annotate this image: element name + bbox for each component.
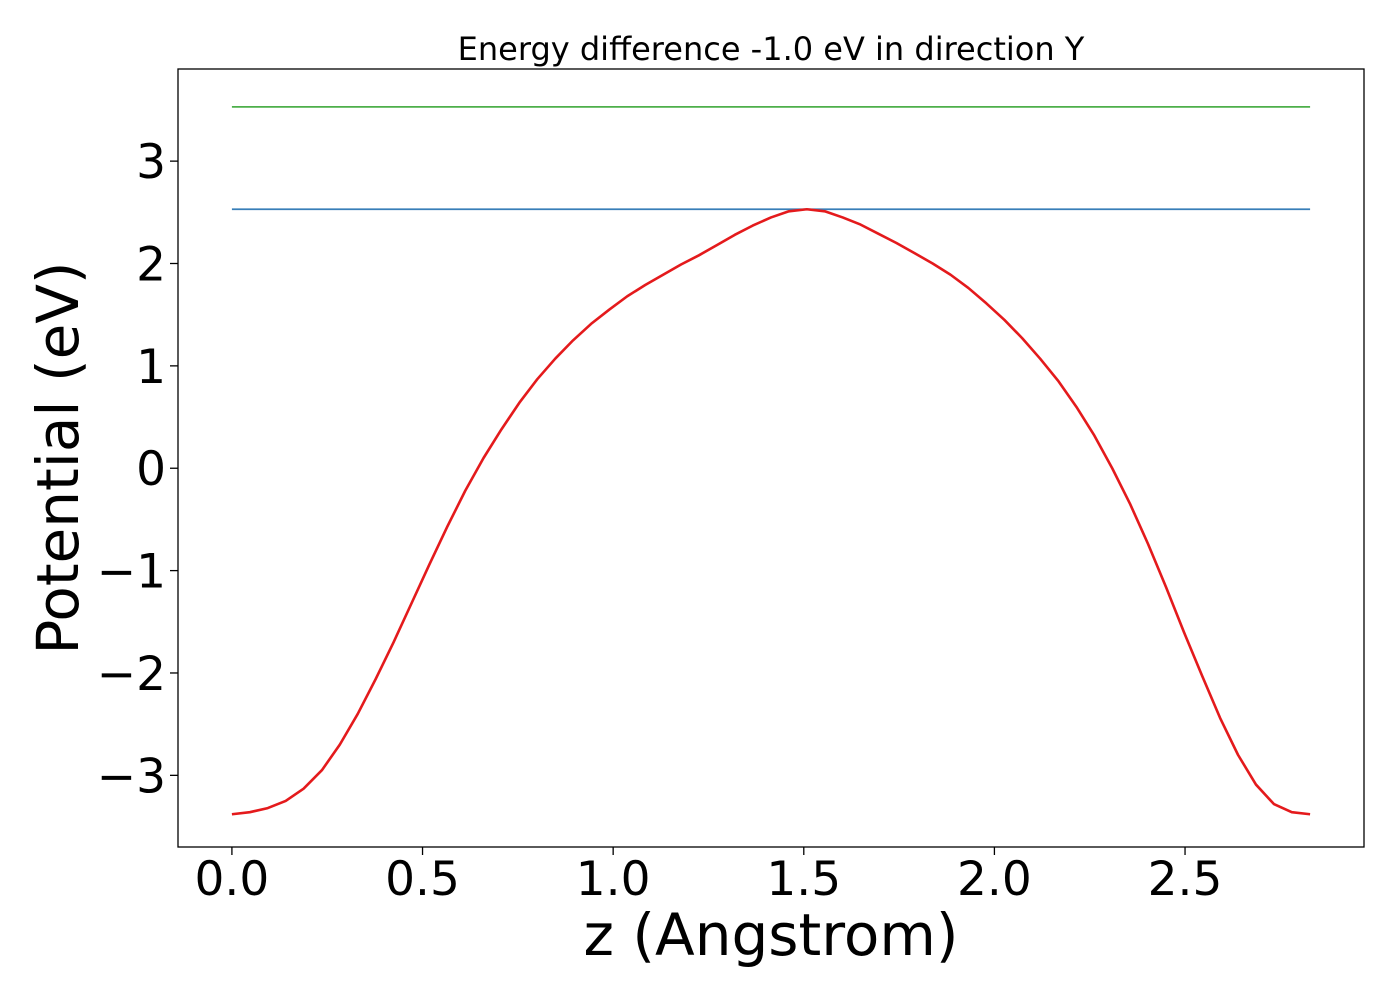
y-axis-label: Potential (eV)	[24, 261, 92, 654]
axes-frame	[177, 68, 1365, 848]
y-tick-label: 3	[136, 135, 166, 190]
chart-title: Energy difference -1.0 eV in direction Y	[458, 30, 1085, 68]
x-tick-label: 2.0	[957, 852, 1032, 907]
x-tick-label: 1.0	[576, 852, 651, 907]
y-tick-label: −2	[97, 647, 166, 702]
axes: 0.0 0.5 1.0 1.5 2.0 2.5 −3 −2 −1 0 1 2 3	[97, 135, 1223, 907]
x-tick-label: 0.5	[385, 852, 460, 907]
plot-area	[231, 105, 1311, 816]
x-tick-label: 0.0	[195, 852, 270, 907]
x-tick-label: 1.5	[766, 852, 841, 907]
x-tick-label: 2.5	[1148, 852, 1223, 907]
x-axis-label: z (Angstrom)	[584, 901, 959, 969]
y-tick-label: 2	[136, 238, 166, 293]
y-tick-label: 0	[136, 442, 166, 497]
y-tick-label: 1	[136, 340, 166, 395]
series-line-1	[231, 207, 1311, 816]
y-tick-label: −3	[97, 749, 166, 804]
y-tick-label: −1	[97, 545, 166, 600]
